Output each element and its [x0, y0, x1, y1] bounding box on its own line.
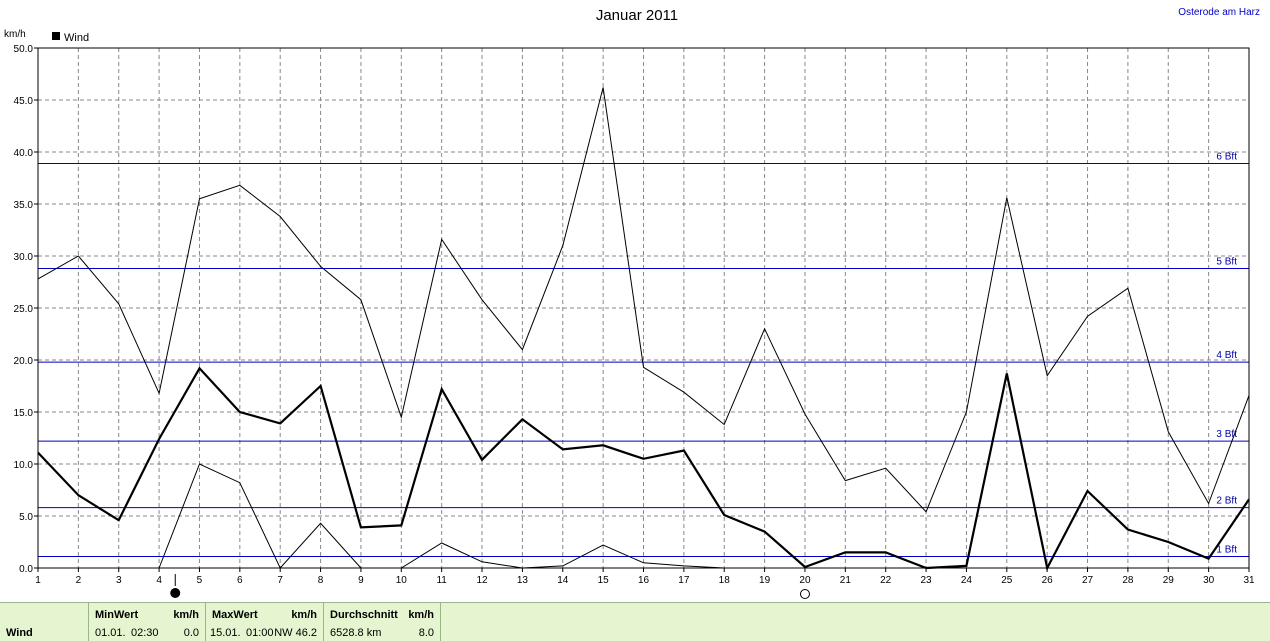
x-tick-label: 26 — [1042, 575, 1054, 586]
stats-panel: Wind MinWert km/h 01.01. 02:30 0.0 MaxWe… — [0, 602, 1270, 641]
max-time: 01:00 — [246, 627, 274, 639]
x-tick-label: 17 — [678, 575, 690, 586]
beaufort-label: 1 Bft — [1216, 545, 1237, 556]
beaufort-lines: 1 Bft 2 Bft 3 Bft 4 Bft 5 Bft 6 Bft — [38, 151, 1249, 558]
min-date: 01.01. — [95, 627, 126, 639]
min-header: MinWert — [95, 609, 139, 621]
y-tick-label: 0.0 — [19, 564, 33, 575]
max-header: MaxWert — [212, 609, 258, 621]
x-tick-label: 7 — [277, 575, 283, 586]
beaufort-label: 3 Bft — [1216, 429, 1237, 440]
x-tick-label: 29 — [1163, 575, 1175, 586]
x-tick-label: 30 — [1203, 575, 1215, 586]
y-tick-label: 10.0 — [14, 460, 34, 471]
x-tick-label: 11 — [436, 575, 447, 586]
x-tick-label: 10 — [396, 575, 408, 586]
y-unit-label: km/h — [4, 29, 26, 40]
x-tick-label: 14 — [557, 575, 569, 586]
legend-label: Wind — [64, 32, 89, 44]
x-tick-label: 5 — [197, 575, 203, 586]
x-tick-label: 2 — [76, 575, 82, 586]
stats-avg-cell: Durchschnitt km/h 6528.8 km 8.0 — [324, 603, 441, 641]
x-tick-label: 18 — [719, 575, 731, 586]
x-tick-label: 4 — [156, 575, 162, 586]
y-tick-label: 25.0 — [14, 304, 34, 315]
x-tick-label: 24 — [961, 575, 973, 586]
stats-row-label: Wind — [6, 627, 33, 639]
avg-unit: km/h — [408, 609, 434, 621]
stats-max-cell: MaxWert km/h 15.01. 01:00 NW 46.2 — [206, 603, 324, 641]
x-tick-label: 28 — [1122, 575, 1134, 586]
x-tick-label: 31 — [1243, 575, 1255, 586]
beaufort-label: 6 Bft — [1216, 151, 1237, 162]
y-tick-label: 35.0 — [14, 200, 34, 211]
min-value: 0.0 — [183, 627, 199, 639]
beaufort-label: 4 Bft — [1216, 350, 1237, 361]
wind-chart: Januar 2011 Osterode am Harz km/h Wind 1… — [4, 7, 1260, 599]
grid — [38, 48, 1249, 568]
beaufort-label: 5 Bft — [1216, 256, 1237, 267]
min-time: 02:30 — [131, 627, 159, 639]
chart-title: Januar 2011 — [596, 7, 678, 24]
moon-markers — [170, 574, 810, 599]
x-tick-label: 21 — [840, 575, 852, 586]
max-value: NW 46.2 — [274, 627, 317, 639]
x-tick-label: 3 — [116, 575, 122, 586]
avg-value: 8.0 — [418, 627, 434, 639]
beaufort-label: 2 Bft — [1216, 496, 1237, 507]
x-tick-label: 8 — [318, 575, 324, 586]
x-tick-label: 12 — [476, 575, 488, 586]
series — [37, 87, 1250, 572]
y-tick-label: 15.0 — [14, 408, 34, 419]
x-tick-label: 23 — [921, 575, 933, 586]
series-line-daily-maximum — [37, 87, 1250, 513]
avg-distance: 6528.8 km — [330, 627, 382, 639]
y-tick-label: 40.0 — [14, 148, 34, 159]
max-unit: km/h — [291, 609, 317, 621]
x-tick-label: 22 — [880, 575, 892, 586]
axes: 1 2 3 4 5 6 7 8 9 10 11 12 13 14 15 16 17 18 19 20 21 22 23 24 2… — [14, 44, 1255, 586]
y-tick-label: 45.0 — [14, 96, 34, 107]
avg-header: Durchschnitt — [330, 609, 398, 621]
x-tick-label: 25 — [1001, 575, 1013, 586]
x-tick-label: 1 — [35, 575, 41, 586]
x-tick-label: 16 — [638, 575, 650, 586]
legend-swatch — [52, 32, 60, 40]
max-date: 15.01. — [210, 627, 241, 639]
x-tick-label: 13 — [517, 575, 529, 586]
x-tick-label: 19 — [759, 575, 771, 586]
new-moon-icon — [799, 589, 810, 599]
full-moon-icon — [170, 588, 181, 598]
x-tick-label: 27 — [1082, 575, 1094, 586]
location-label: Osterode am Harz — [1178, 7, 1260, 18]
stats-min-cell: MinWert km/h 01.01. 02:30 0.0 — [89, 603, 206, 641]
y-tick-label: 50.0 — [14, 44, 34, 55]
y-tick-label: 30.0 — [14, 252, 34, 263]
x-tick-label: 6 — [237, 575, 243, 586]
stats-row-label-cell: Wind — [0, 603, 89, 641]
x-tick-label: 15 — [598, 575, 610, 586]
y-tick-label: 5.0 — [19, 512, 33, 523]
series-line-daily-minimum — [158, 463, 725, 569]
x-tick-label: 20 — [799, 575, 811, 586]
y-tick-label: 20.0 — [14, 356, 34, 367]
x-tick-label: 9 — [358, 575, 364, 586]
min-unit: km/h — [173, 609, 199, 621]
